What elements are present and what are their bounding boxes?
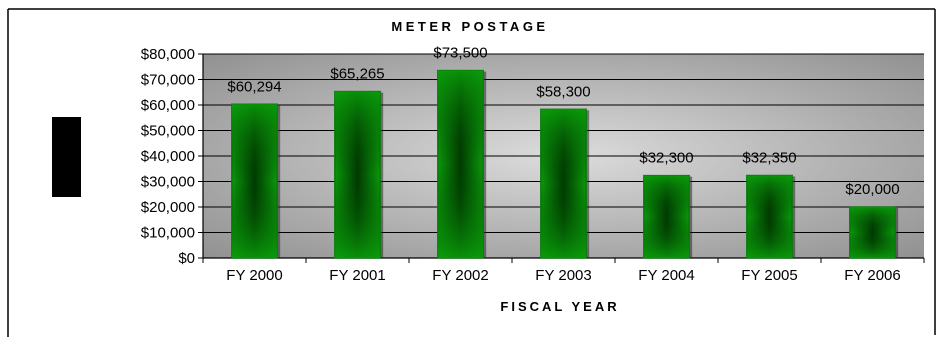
x-axis-ticks: FY 2000 FY 2001 FY 2002 FY 2003 FY 2004 FY 20… — [202, 258, 925, 284]
y-tick-label: $50,000 — [141, 123, 195, 140]
y-tick-label: $30,000 — [141, 174, 195, 191]
x-tick-label: FY 2001 — [329, 267, 385, 284]
bar-highlight — [231, 104, 278, 258]
x-tick-label: FY 2003 — [535, 267, 591, 284]
data-label: $60,294 — [227, 78, 281, 95]
bars — [231, 69, 899, 259]
data-label: $73,500 — [433, 45, 487, 62]
x-tick-label: FY 2006 — [844, 267, 900, 284]
chart-title: METER POSTAGE — [391, 19, 548, 34]
y-tick-label: $60,000 — [141, 97, 195, 114]
bar-highlight — [849, 207, 896, 258]
x-tick-label: FY 2002 — [432, 267, 488, 284]
data-label: $65,265 — [330, 66, 384, 83]
y-axis-ticks: $0 $10,000 $20,000 $30,000 $40,000 $50,000 $60… — [141, 46, 203, 267]
y-tick-label: $80,000 — [141, 46, 195, 63]
y-tick-label: $10,000 — [141, 225, 195, 242]
data-label: $32,300 — [639, 150, 693, 167]
y-tick-label: $40,000 — [141, 148, 195, 165]
data-label: $32,350 — [742, 150, 796, 167]
data-label: $20,000 — [845, 181, 899, 198]
x-axis-title: FISCAL YEAR — [500, 299, 619, 314]
x-tick-label: FY 2005 — [741, 267, 797, 284]
data-labels: $60,294 $65,265 $73,500 $58,300 $32,300 $32,3… — [227, 45, 899, 198]
y-tick-label: $70,000 — [141, 72, 195, 89]
x-tick-label: FY 2004 — [638, 267, 694, 284]
bar-highlight — [643, 175, 690, 258]
bar-highlight — [540, 109, 587, 259]
legend-marker-block — [52, 117, 81, 197]
x-tick-label: FY 2000 — [226, 267, 282, 284]
data-label: $58,300 — [536, 83, 590, 100]
y-tick-label: $20,000 — [141, 199, 195, 216]
y-tick-label: $0 — [178, 250, 195, 267]
bar-highlight — [746, 175, 793, 258]
bar-highlight — [437, 70, 484, 258]
bar-highlight — [334, 91, 381, 258]
